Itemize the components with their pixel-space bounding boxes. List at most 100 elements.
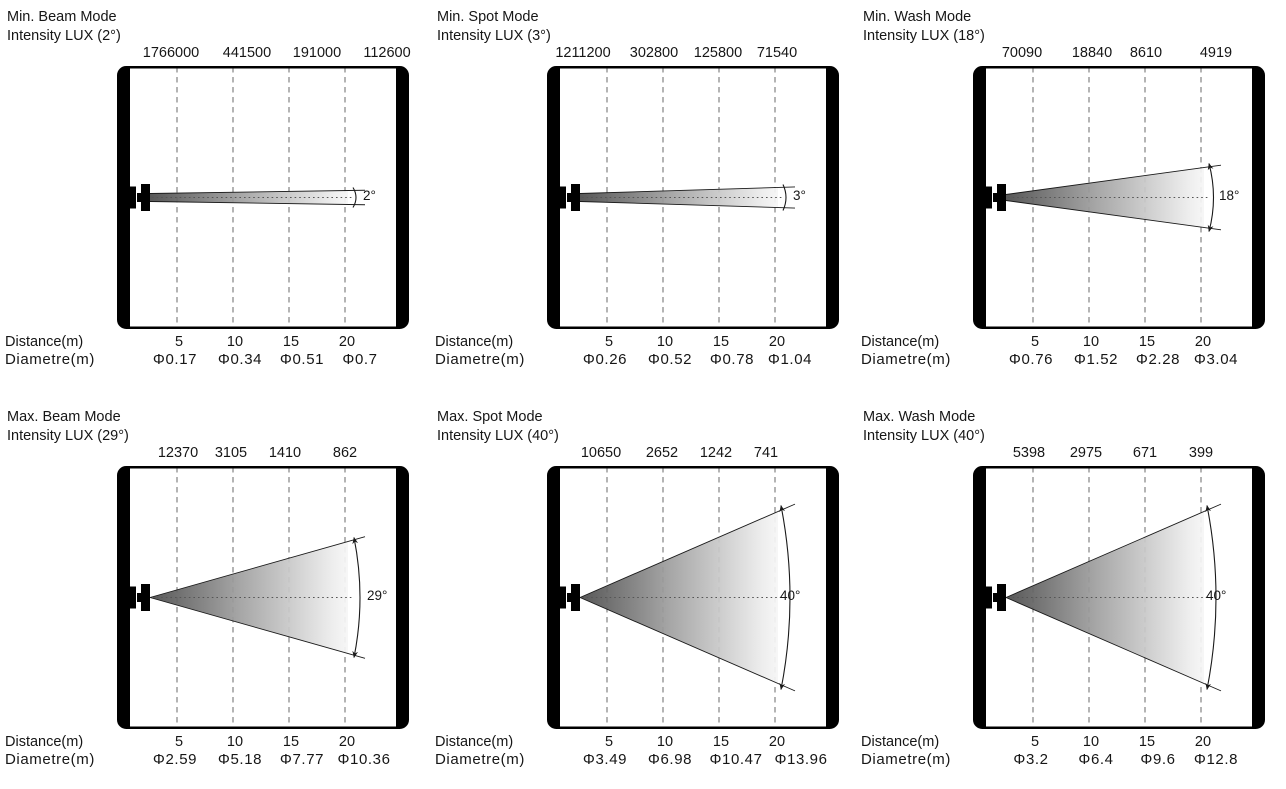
distance-value: 10 (226, 334, 244, 350)
panel-title-line2: Intensity LUX (3°) (437, 28, 551, 44)
diametre-value: Φ3.04 (1193, 351, 1239, 368)
distance-row-label: Distance(m) (435, 734, 514, 750)
distance-row-label: Distance(m) (5, 734, 84, 750)
lux-value: 10650 (580, 445, 622, 461)
lux-value: 112600 (363, 45, 411, 61)
panel-title-line2: Intensity LUX (40°) (863, 428, 985, 444)
diametre-row: Diametre(m) Φ2.59 Φ5.18 Φ7.77 Φ10.36 (0, 751, 430, 769)
diametre-value: Φ0.52 (647, 351, 693, 368)
distance-value: 15 (712, 734, 730, 750)
lux-value: 12370 (157, 445, 199, 461)
panel-title-line1: Min. Beam Mode (7, 9, 117, 25)
lux-values-row: 5398 2975 671 399 (856, 445, 1286, 461)
diametre-row: Diametre(m) Φ0.26 Φ0.52 Φ0.78 Φ1.04 (430, 351, 856, 369)
distance-value: 15 (282, 334, 300, 350)
diametre-value: Φ1.52 (1073, 351, 1119, 368)
diametre-value: Φ3.2 (1013, 751, 1049, 768)
panel-title-line2: Intensity LUX (29°) (7, 428, 129, 444)
panel-title-line1: Min. Wash Mode (863, 9, 972, 25)
diametre-value: Φ7.77 (279, 751, 325, 768)
diametre-value: Φ6.98 (647, 751, 693, 768)
diametre-value: Φ1.04 (767, 351, 813, 368)
panel-min-wash-mode: Min. Wash Mode Intensity LUX (18°) 70090… (856, 0, 1286, 400)
diametre-value: Φ6.4 (1078, 751, 1114, 768)
distance-value: 20 (338, 734, 356, 750)
lux-value: 71540 (756, 45, 798, 61)
beam-cone-diagram (117, 466, 409, 729)
panel-title: Min. Beam Mode Intensity LUX (2°) (7, 8, 121, 46)
beam-angle-label: 40° (780, 588, 801, 603)
distance-value: 5 (1030, 734, 1040, 750)
distance-value: 5 (604, 334, 614, 350)
panel-title-line2: Intensity LUX (18°) (863, 28, 985, 44)
distance-value: 20 (1194, 334, 1212, 350)
diametre-value: Φ0.26 (582, 351, 628, 368)
lux-value: 8610 (1129, 45, 1163, 61)
lux-value: 741 (753, 445, 779, 461)
distance-value: 5 (1030, 334, 1040, 350)
lux-value: 4919 (1199, 45, 1233, 61)
diametre-value: Φ0.17 (152, 351, 198, 368)
lux-values-row: 12370 3105 1410 862 (0, 445, 430, 461)
diametre-row-label: Diametre(m) (435, 751, 525, 768)
lux-value: 18840 (1071, 45, 1113, 61)
beam-angle-label: 2° (363, 188, 376, 203)
distance-value: 15 (712, 334, 730, 350)
lux-values-row: 10650 2652 1242 741 (430, 445, 856, 461)
distance-value: 5 (174, 734, 184, 750)
lux-value: 441500 (222, 45, 272, 61)
diametre-value: Φ0.51 (279, 351, 325, 368)
distance-value: 10 (656, 734, 674, 750)
diametre-value: Φ5.18 (217, 751, 263, 768)
distance-row-label: Distance(m) (861, 734, 940, 750)
distance-value: 20 (768, 734, 786, 750)
diametre-value: Φ0.78 (709, 351, 755, 368)
diametre-value: Φ13.96 (774, 751, 828, 768)
distance-row: Distance(m) 5 10 15 20 (856, 334, 1286, 352)
distance-row: Distance(m) 5 10 15 20 (430, 334, 856, 352)
diametre-value: Φ0.7 (342, 351, 378, 368)
beam-diagram-frame: 2° (117, 66, 409, 329)
distance-row: Distance(m) 5 10 15 20 (430, 734, 856, 752)
panel-title: Min. Wash Mode Intensity LUX (18°) (863, 8, 985, 46)
diametre-row-label: Diametre(m) (5, 751, 95, 768)
panel-title-line1: Min. Spot Mode (437, 9, 539, 25)
diametre-value: Φ12.8 (1193, 751, 1239, 768)
distance-value: 20 (768, 334, 786, 350)
beam-angle-label: 29° (367, 588, 388, 603)
distance-value: 10 (656, 334, 674, 350)
distance-value: 15 (1138, 734, 1156, 750)
beam-angle-label: 40° (1206, 588, 1227, 603)
lux-values-row: 1766000 441500 191000 112600 (0, 45, 430, 61)
diametre-value: Φ9.6 (1140, 751, 1176, 768)
distance-value: 10 (1082, 734, 1100, 750)
diametre-row-label: Diametre(m) (435, 351, 525, 368)
panel-title: Min. Spot Mode Intensity LUX (3°) (437, 8, 551, 46)
distance-value: 5 (604, 734, 614, 750)
beam-angle-label: 3° (793, 188, 806, 203)
panel-max-spot-mode: Max. Spot Mode Intensity LUX (40°) 10650… (430, 400, 856, 789)
beam-cone-diagram (973, 66, 1265, 329)
distance-row: Distance(m) 5 10 15 20 (0, 734, 430, 752)
lux-value: 125800 (693, 45, 743, 61)
beam-angle-label: 18° (1219, 188, 1240, 203)
diametre-value: Φ10.36 (337, 751, 391, 768)
beam-cone-diagram (117, 66, 409, 329)
lux-value: 399 (1188, 445, 1214, 461)
distance-row-label: Distance(m) (435, 334, 514, 350)
panel-title: Max. Wash Mode Intensity LUX (40°) (863, 408, 985, 446)
beam-diagram-frame: 40° (973, 466, 1265, 729)
panel-title: Max. Spot Mode Intensity LUX (40°) (437, 408, 559, 446)
lux-value: 2652 (645, 445, 679, 461)
panel-title-line2: Intensity LUX (2°) (7, 28, 121, 44)
lux-value: 671 (1132, 445, 1158, 461)
lux-values-row: 70090 18840 8610 4919 (856, 45, 1286, 61)
beam-diagram-frame: 29° (117, 466, 409, 729)
panel-title-line1: Max. Spot Mode (437, 409, 543, 425)
lux-value: 5398 (1012, 445, 1046, 461)
diametre-row-label: Diametre(m) (5, 351, 95, 368)
diametre-row-label: Diametre(m) (861, 751, 951, 768)
panel-max-beam-mode: Max. Beam Mode Intensity LUX (29°) 12370… (0, 400, 430, 789)
